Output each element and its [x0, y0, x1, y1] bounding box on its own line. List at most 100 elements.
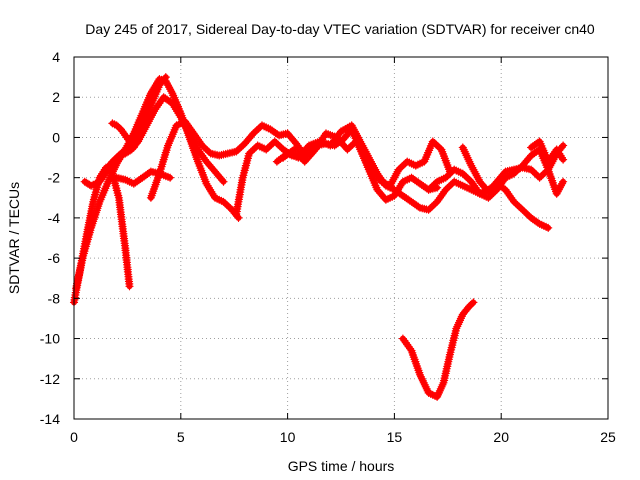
data-point	[123, 178, 127, 182]
data-point	[392, 194, 396, 198]
data-point	[504, 170, 507, 174]
data-point	[427, 391, 431, 395]
data-point	[401, 337, 405, 341]
data-point	[157, 83, 161, 87]
data-point	[478, 180, 482, 184]
data-point	[117, 196, 121, 200]
data-point	[286, 131, 290, 135]
data-point	[495, 180, 499, 184]
y-axis-title: SDTVAR / TECUs	[6, 182, 22, 294]
data-point	[529, 146, 533, 149]
data-point	[414, 164, 418, 168]
data-point	[303, 160, 307, 164]
y-tick-label: 0	[52, 129, 60, 145]
data-point	[410, 200, 413, 204]
data-point	[164, 75, 168, 79]
data-point	[478, 192, 482, 196]
data-point	[444, 188, 448, 192]
data-point	[469, 180, 473, 184]
data-point	[140, 176, 144, 180]
series-arc-4	[101, 93, 228, 186]
data-point	[435, 395, 439, 399]
data-point	[529, 154, 533, 157]
data-point	[380, 180, 384, 184]
data-point	[512, 172, 516, 176]
data-point	[292, 148, 296, 151]
data-point	[454, 327, 458, 330]
data-point	[469, 188, 473, 192]
data-point	[149, 103, 153, 107]
data-point	[132, 146, 136, 149]
x-tick-label: 5	[177, 429, 185, 445]
data-point	[405, 160, 409, 164]
data-point	[375, 188, 379, 192]
data-point	[247, 152, 251, 155]
data-point	[83, 180, 87, 184]
data-point	[251, 131, 255, 135]
data-point	[512, 200, 516, 204]
data-point	[115, 123, 119, 127]
data-point	[217, 154, 221, 157]
data-point	[418, 182, 422, 186]
data-point	[504, 176, 507, 180]
data-point	[410, 349, 413, 353]
data-point	[435, 186, 439, 190]
data-series-layer	[69, 73, 568, 401]
data-point	[281, 156, 285, 160]
data-point	[128, 140, 131, 143]
data-point	[123, 246, 127, 250]
data-point	[275, 160, 279, 164]
data-point	[192, 131, 196, 135]
data-point	[209, 152, 213, 155]
data-point	[234, 150, 238, 153]
data-point	[145, 123, 149, 127]
data-point	[123, 152, 127, 155]
data-point	[418, 206, 422, 210]
data-point	[89, 226, 93, 230]
data-point	[546, 168, 550, 172]
data-point	[260, 123, 264, 127]
data-point	[179, 115, 183, 119]
data-point	[104, 168, 108, 172]
data-point	[504, 188, 507, 192]
x-tick-label: 15	[387, 429, 403, 445]
series-arc-5	[108, 119, 138, 152]
data-point	[123, 133, 127, 137]
data-point	[384, 198, 388, 202]
data-point	[469, 164, 473, 168]
data-point	[486, 190, 490, 194]
data-point	[281, 148, 285, 151]
data-point	[226, 152, 230, 155]
data-point	[264, 148, 268, 151]
data-point	[444, 176, 448, 180]
data-point	[363, 152, 366, 155]
y-tick-label: -12	[40, 371, 60, 387]
y-tick-label: -4	[48, 210, 61, 226]
data-point	[277, 133, 281, 137]
x-axis-title: GPS time / hours	[288, 458, 395, 474]
data-point	[371, 172, 375, 176]
data-point	[166, 144, 170, 147]
y-tick-label: -10	[40, 331, 60, 347]
data-point	[397, 168, 401, 172]
data-point	[435, 200, 439, 204]
data-point	[74, 286, 78, 290]
data-point	[435, 180, 439, 184]
data-point	[243, 142, 247, 145]
y-tick-label: -6	[48, 250, 61, 266]
series-arc-10	[279, 129, 454, 190]
x-tick-labels: 0 5 10 15 20 25	[70, 429, 616, 445]
data-point	[401, 180, 405, 184]
data-point	[345, 148, 349, 151]
data-point	[136, 140, 140, 143]
data-point	[431, 140, 435, 143]
y-tick-label: -2	[48, 170, 61, 186]
data-point	[157, 172, 161, 176]
data-point	[471, 300, 475, 304]
data-point	[555, 192, 559, 196]
series-markers	[279, 129, 454, 190]
data-point	[335, 135, 339, 139]
data-point	[521, 208, 525, 212]
data-point	[427, 208, 431, 212]
